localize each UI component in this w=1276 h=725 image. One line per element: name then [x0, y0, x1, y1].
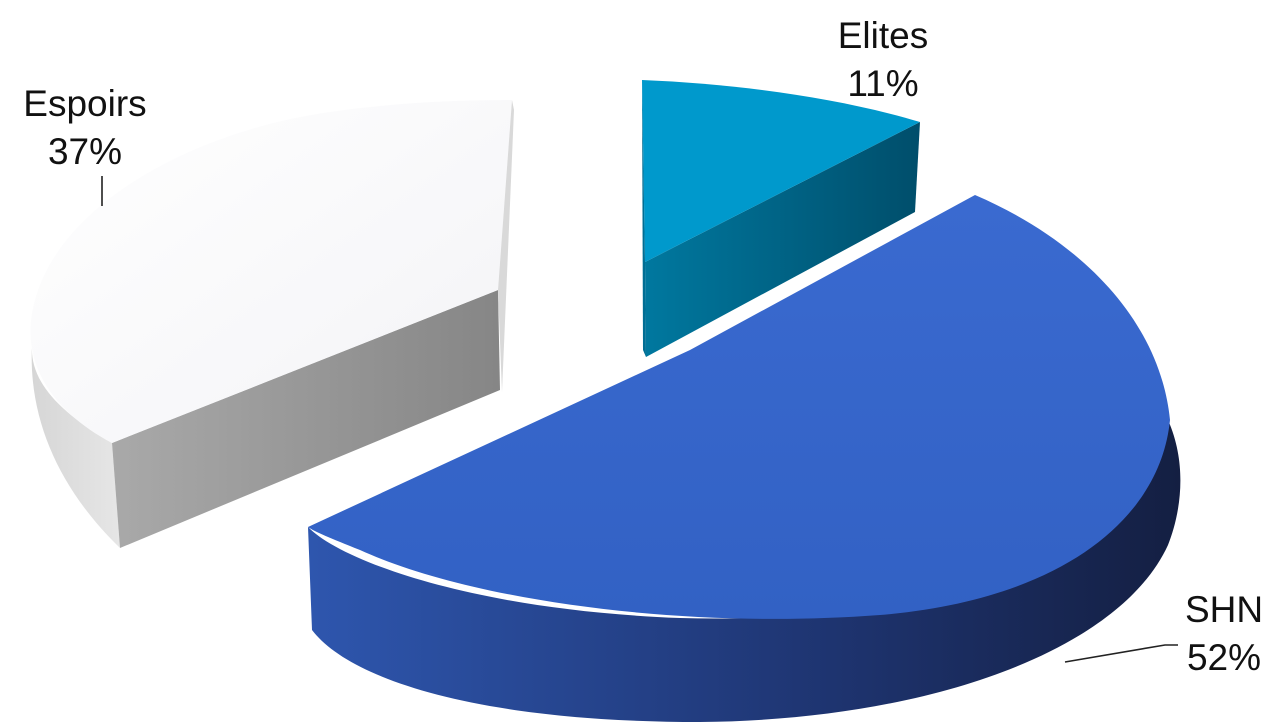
elites-edge: [642, 80, 646, 357]
shn-side-face: [308, 420, 1181, 722]
espoirs-inner-face: [112, 290, 500, 548]
elites-top-face: [642, 80, 920, 262]
espoirs-top-face: [30, 100, 512, 443]
elites-side-face: [645, 122, 920, 357]
shn-leader-line: [1064, 644, 1178, 663]
pie-slice-shn: [308, 195, 1181, 722]
label-elites: Elites 11%: [838, 15, 928, 104]
espoirs-rim: [31, 345, 120, 548]
elites-percent-label: 11%: [847, 63, 918, 104]
espoirs-percent-label: 37%: [48, 131, 122, 172]
espoirs-name-label: Espoirs: [23, 83, 146, 124]
pie-slice-espoirs: [30, 100, 514, 548]
label-espoirs: Espoirs 37%: [23, 83, 146, 172]
espoirs-edge: [498, 100, 514, 392]
label-shn: SHN 52%: [1185, 589, 1263, 678]
pie-slice-elites: [642, 80, 920, 357]
elites-name-label: Elites: [838, 15, 928, 56]
shn-percent-label: 52%: [1187, 637, 1261, 678]
shn-name-label: SHN: [1185, 589, 1263, 630]
shn-top-face: [308, 195, 1170, 619]
